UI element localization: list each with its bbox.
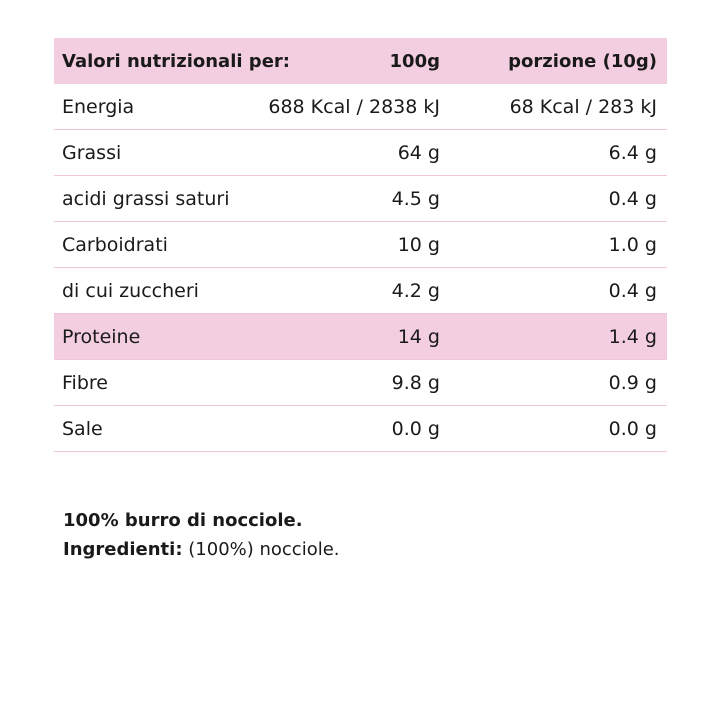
table-cell: 0.4 g bbox=[608, 279, 657, 302]
table-row: Carboidrati 10 g 1.0 g bbox=[54, 222, 667, 268]
header-cell: Valori nutrizionali per: bbox=[62, 50, 290, 72]
table-cell: 1.4 g bbox=[608, 325, 657, 348]
table-cell: 0.0 g bbox=[391, 417, 440, 440]
table-cell: Grassi bbox=[62, 141, 122, 164]
header-cell: 100g bbox=[389, 50, 440, 72]
header-cell: porzione (10g) bbox=[508, 50, 657, 72]
table-cell: Fibre bbox=[62, 371, 108, 394]
table-row: Fibre 9.8 g 0.9 g bbox=[54, 360, 667, 406]
table-row: di cui zuccheri 4.2 g 0.4 g bbox=[54, 268, 667, 314]
table-cell: 14 g bbox=[397, 325, 440, 348]
table-cell: 0.4 g bbox=[608, 187, 657, 210]
table-cell: 68 Kcal / 283 kJ bbox=[509, 95, 657, 118]
header-row: Valori nutrizionali per: 100g porzione (10… bbox=[54, 38, 667, 84]
table-row: Grassi 64 g 6.4 g bbox=[54, 130, 667, 176]
ingredients-text: (100%) nocciole. bbox=[188, 539, 340, 560]
table-cell: 688 Kcal / 2838 kJ bbox=[268, 95, 440, 118]
table-cell: 10 g bbox=[397, 233, 440, 256]
table-cell: 0.9 g bbox=[608, 371, 657, 394]
table-cell: 1.0 g bbox=[608, 233, 657, 256]
table-cell: Carboidrati bbox=[62, 233, 168, 256]
ingredients-line: Ingredienti: (100%) nocciole. bbox=[63, 535, 340, 564]
product-text: 100% burro di nocciole. bbox=[63, 510, 303, 531]
table-cell: 64 g bbox=[397, 141, 440, 164]
table-cell: 9.8 g bbox=[391, 371, 440, 394]
ingredients-label: Ingredienti: bbox=[63, 539, 183, 560]
table-cell: 6.4 g bbox=[608, 141, 657, 164]
table-cell: Energia bbox=[62, 95, 135, 118]
product-line: 100% burro di nocciole. bbox=[63, 506, 340, 535]
table-cell: Proteine bbox=[62, 325, 141, 348]
table-row: Energia 688 Kcal / 2838 kJ 68 Kcal / 283 k… bbox=[54, 84, 667, 130]
nutrition-table: Valori nutrizionali per: 100g porzione (10… bbox=[54, 38, 667, 452]
table-cell: acidi grassi saturi bbox=[62, 187, 230, 210]
table-cell: di cui zuccheri bbox=[62, 279, 199, 302]
table-cell: Sale bbox=[62, 417, 103, 440]
footer: 100% burro di nocciole. Ingredienti: (10… bbox=[63, 506, 340, 564]
table-cell: 4.2 g bbox=[391, 279, 440, 302]
table-row: Sale 0.0 g 0.0 g bbox=[54, 406, 667, 452]
table-cell: 0.0 g bbox=[608, 417, 657, 440]
table-cell: 4.5 g bbox=[391, 187, 440, 210]
table-row: Proteine 14 g 1.4 g bbox=[54, 314, 667, 360]
table-row: acidi grassi saturi 4.5 g 0.4 g bbox=[54, 176, 667, 222]
